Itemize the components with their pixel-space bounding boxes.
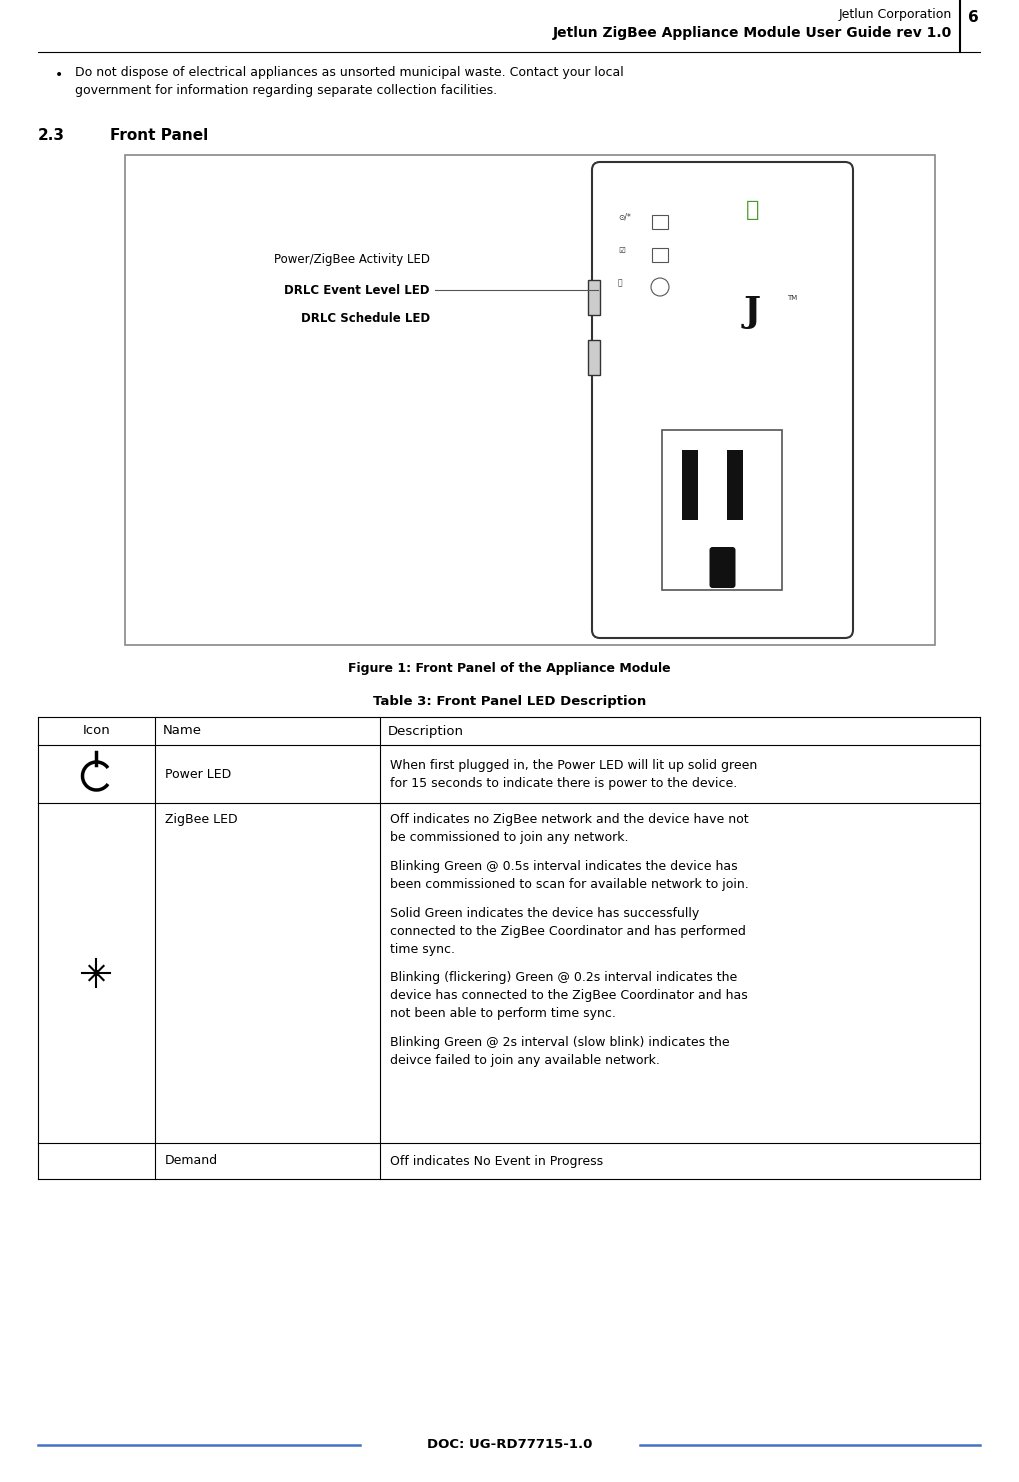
Text: Solid Green indicates the device has successfully: Solid Green indicates the device has suc… [390,907,699,920]
Text: 2.3: 2.3 [38,127,65,142]
Bar [652,215,668,230]
Bar [588,280,600,316]
Text: Do not dispose of electrical appliances as unsorted municipal waste. Contact you: Do not dispose of electrical appliances … [75,67,624,79]
FancyBboxPatch shape [709,547,736,588]
Text: ⌛: ⌛ [618,279,623,288]
Text: 6: 6 [968,10,979,25]
Text: Power LED: Power LED [165,768,231,781]
Text: •: • [55,68,63,82]
Text: J: J [744,295,761,329]
Text: Jetlun Corporation: Jetlun Corporation [839,7,952,21]
Text: Table 3: Front Panel LED Description: Table 3: Front Panel LED Description [373,695,646,708]
Text: Description: Description [388,725,464,738]
Text: Name: Name [163,725,202,738]
Text: 🍃: 🍃 [746,200,759,219]
Text: Blinking Green @ 2s interval (slow blink) indicates the: Blinking Green @ 2s interval (slow blink… [390,1036,730,1049]
Text: ☑: ☑ [618,246,625,255]
Bar [683,451,698,520]
Bar [125,156,935,645]
Text: DRLC Event Level LED: DRLC Event Level LED [284,283,430,296]
Text: device has connected to the ZigBee Coordinator and has: device has connected to the ZigBee Coord… [390,990,748,1002]
Bar [588,339,600,375]
Text: Off indicates no ZigBee network and the device have not: Off indicates no ZigBee network and the … [390,814,749,825]
Bar [652,247,668,262]
Text: connected to the ZigBee Coordinator and has performed: connected to the ZigBee Coordinator and … [390,925,746,938]
Text: z: z [94,968,99,978]
Text: DOC: UG-RD77715-1.0: DOC: UG-RD77715-1.0 [427,1439,592,1451]
Text: Jetlun ZigBee Appliance Module User Guide rev 1.0: Jetlun ZigBee Appliance Module User Guid… [552,27,952,40]
Text: Icon: Icon [83,725,110,738]
Text: Front Panel: Front Panel [110,127,208,142]
Text: be commissioned to join any network.: be commissioned to join any network. [390,831,629,845]
Text: ZigBee LED: ZigBee LED [165,814,237,825]
Text: Off indicates No Event in Progress: Off indicates No Event in Progress [390,1154,603,1168]
Text: Power/ZigBee Activity LED: Power/ZigBee Activity LED [274,253,430,267]
Text: DRLC Schedule LED: DRLC Schedule LED [301,311,430,325]
Text: Figure 1: Front Panel of the Appliance Module: Figure 1: Front Panel of the Appliance M… [348,662,671,674]
Text: Blinking Green @ 0.5s interval indicates the device has: Blinking Green @ 0.5s interval indicates… [390,860,738,873]
Text: time sync.: time sync. [390,943,455,956]
Text: Demand: Demand [165,1154,218,1168]
Text: Blinking (flickering) Green @ 0.2s interval indicates the: Blinking (flickering) Green @ 0.2s inter… [390,971,738,984]
Bar [662,430,783,590]
Text: government for information regarding separate collection facilities.: government for information regarding sep… [75,84,497,96]
Text: not been able to perform time sync.: not been able to perform time sync. [390,1008,615,1021]
Circle shape [651,279,669,296]
Text: been commissioned to scan for available network to join.: been commissioned to scan for available … [390,877,749,891]
FancyBboxPatch shape [592,162,853,637]
Text: When first plugged in, the Power LED will lit up solid green: When first plugged in, the Power LED wil… [390,759,757,772]
Text: TM: TM [788,295,798,301]
Text: ⊙/*: ⊙/* [618,213,631,222]
Bar [728,451,744,520]
Text: deivce failed to join any available network.: deivce failed to join any available netw… [390,1054,660,1067]
Text: for 15 seconds to indicate there is power to the device.: for 15 seconds to indicate there is powe… [390,777,738,790]
